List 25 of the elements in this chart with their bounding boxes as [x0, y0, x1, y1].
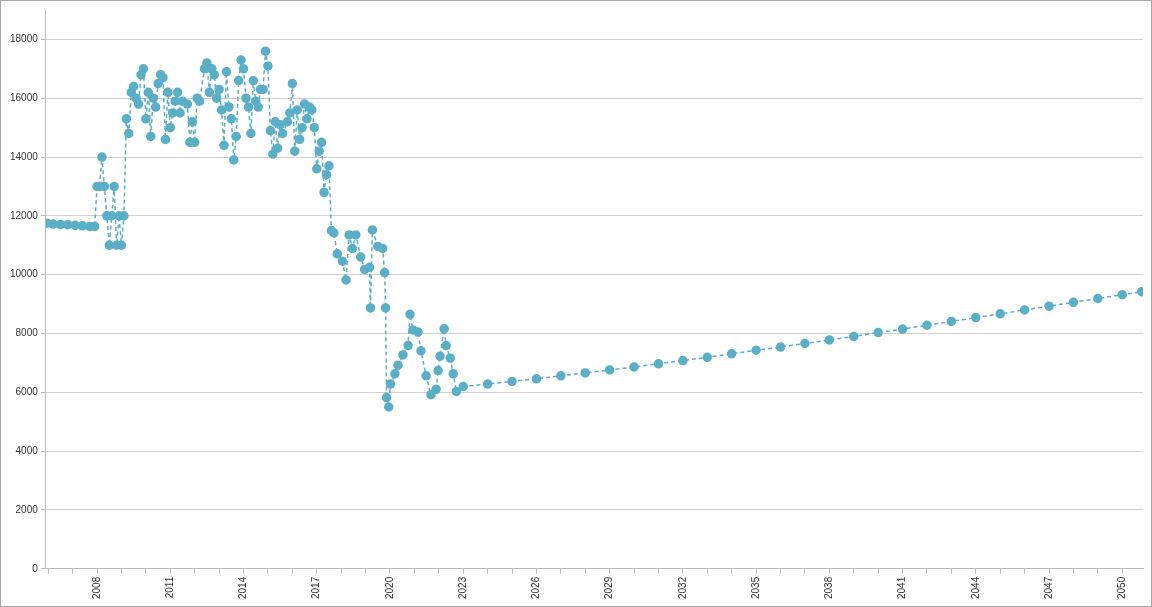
- y-tick-label: 0: [32, 562, 39, 574]
- x-tick-label: 2023: [456, 576, 468, 599]
- x-tick-label: 2026: [530, 576, 542, 599]
- x-tick-label: 2029: [603, 576, 615, 599]
- x-tick-label: 2017: [310, 576, 322, 599]
- y-tick-label: 10000: [10, 268, 39, 280]
- x-tick-label: 2032: [676, 576, 688, 599]
- y-tick-label: 16000: [10, 91, 39, 103]
- y-tick-label: 14000: [10, 150, 39, 162]
- x-tick-label: 2047: [1042, 576, 1054, 599]
- x-tick-label: 2008: [90, 576, 102, 599]
- y-tick-label: 18000: [10, 33, 39, 45]
- y-tick-label: 6000: [15, 386, 39, 398]
- y-tick-label: 2000: [15, 503, 39, 515]
- x-tick-label: 2050: [1116, 576, 1127, 599]
- x-tick-label: 2038: [823, 576, 835, 599]
- x-tick-label: 2014: [237, 576, 249, 599]
- x-tick-label: 2044: [969, 576, 981, 599]
- x-tick-label: 2035: [749, 576, 761, 599]
- x-tick-label: 2020: [383, 576, 395, 599]
- y-tick-label: 8000: [15, 327, 39, 339]
- x-tick-label: 2011: [164, 576, 176, 599]
- y-tick-label: 4000: [15, 444, 39, 456]
- y-tick-label: 12000: [10, 209, 39, 221]
- x-tick-label: 2041: [896, 576, 908, 599]
